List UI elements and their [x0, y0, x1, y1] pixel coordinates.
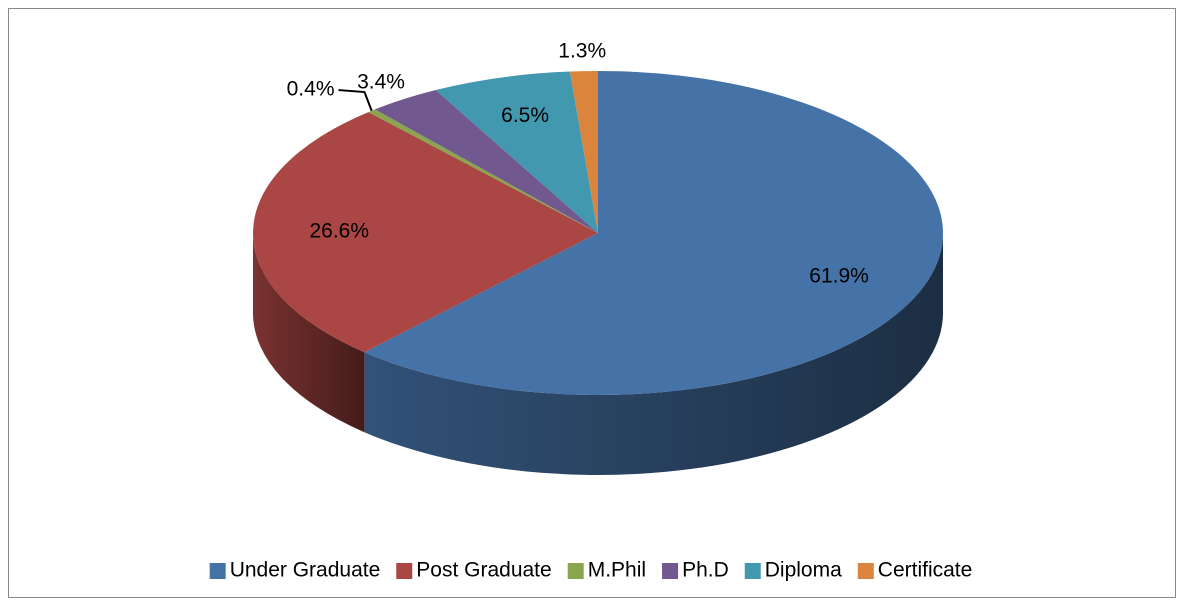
- leader-line: [338, 89, 373, 112]
- slice: [569, 71, 598, 233]
- slice: [252, 112, 598, 353]
- data-label: 1.3%: [558, 39, 606, 62]
- slice: [368, 109, 598, 233]
- legend-label: Certificate: [878, 559, 973, 582]
- legend-swatch: [857, 563, 874, 579]
- legend-label: Ph.D: [682, 559, 729, 582]
- slice-side: [364, 233, 943, 475]
- data-label: 0.4%: [287, 78, 335, 101]
- legend-swatch: [209, 563, 226, 579]
- legend-swatch: [662, 563, 679, 579]
- legend-swatch: [396, 563, 413, 579]
- legend-swatch: [567, 563, 584, 579]
- slice: [374, 90, 598, 234]
- legend-label: Under Graduate: [230, 559, 381, 582]
- data-label: 26.6%: [309, 220, 369, 243]
- slice: [435, 71, 598, 234]
- legend-label: M.Phil: [588, 559, 646, 582]
- data-label: 61.9%: [809, 265, 869, 288]
- legend-label: Diploma: [765, 559, 842, 582]
- data-label: 6.5%: [501, 104, 549, 127]
- data-label: 3.4%: [357, 70, 405, 93]
- legend-label: Post Graduate: [416, 559, 551, 582]
- legend-swatch: [744, 563, 761, 579]
- slice: [364, 71, 943, 395]
- slice-side: [253, 233, 365, 433]
